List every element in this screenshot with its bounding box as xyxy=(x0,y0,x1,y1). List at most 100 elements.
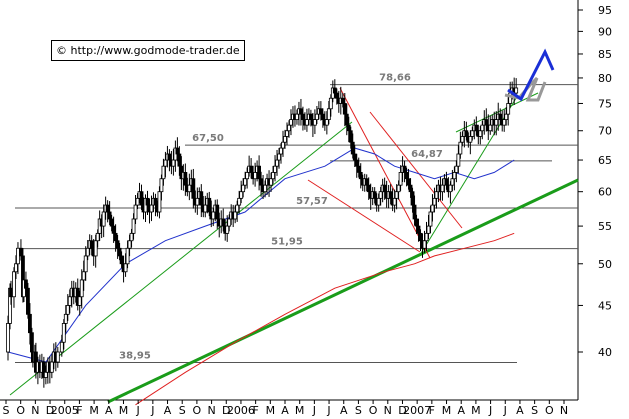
candle-body xyxy=(105,204,110,213)
candle-body xyxy=(404,171,409,180)
candle-body xyxy=(89,240,94,249)
candle-body xyxy=(211,211,216,220)
candle-body xyxy=(249,165,254,173)
y-tick-label: 40 xyxy=(598,346,612,359)
candle-body xyxy=(340,97,345,104)
candle-body xyxy=(227,218,232,227)
candle-body xyxy=(450,178,455,186)
candle-body xyxy=(207,197,212,213)
candle-body xyxy=(378,191,383,199)
x-tick-label: J xyxy=(150,404,154,417)
x-tick-label: F xyxy=(429,404,435,417)
y-tick-label: 55 xyxy=(598,220,612,233)
candle-body xyxy=(113,232,118,242)
candle-body xyxy=(305,119,309,126)
candle-body xyxy=(301,113,305,121)
candle-body xyxy=(273,165,277,173)
candle-body xyxy=(203,204,208,213)
candle-body xyxy=(245,171,250,180)
candle-body xyxy=(352,153,357,161)
candle-body xyxy=(67,296,72,306)
candle-body xyxy=(348,130,353,143)
x-tick-label: M xyxy=(471,404,481,417)
candle-body xyxy=(81,271,86,281)
upper-channel-line-2007 xyxy=(455,92,539,133)
candle-body xyxy=(332,87,337,94)
candle-body xyxy=(358,171,363,180)
candle-body xyxy=(9,287,13,298)
candle-body xyxy=(111,225,116,234)
long-term-uptrend-line xyxy=(107,178,579,404)
candle-body xyxy=(161,165,166,180)
candle-body xyxy=(328,97,333,110)
candle-body xyxy=(163,159,168,167)
y-tick-label: 60 xyxy=(598,186,612,199)
level-label: 51,95 xyxy=(271,237,303,248)
y-tick-label: 45 xyxy=(598,299,612,312)
candle-body xyxy=(79,279,84,298)
candle-body xyxy=(346,124,351,132)
candle-body xyxy=(237,197,242,206)
x-tick-label: D xyxy=(46,404,54,417)
candle-body xyxy=(324,119,329,126)
candle-body xyxy=(135,197,140,206)
candle-body xyxy=(157,191,162,213)
x-tick-label: O xyxy=(545,404,554,417)
x-tick-label: A xyxy=(457,404,465,417)
candle-body xyxy=(484,119,489,126)
candle-body xyxy=(175,147,180,155)
x-tick-label: S xyxy=(3,404,10,417)
candle-body xyxy=(406,178,411,186)
candle-body xyxy=(398,171,403,186)
projection-blue-path xyxy=(507,48,555,102)
candle-body xyxy=(289,119,293,126)
candle-body xyxy=(117,247,122,257)
candle-body xyxy=(259,178,263,186)
candle-body xyxy=(312,119,317,126)
candle-body xyxy=(85,247,90,257)
x-tick-label: A xyxy=(164,404,172,417)
level-label: 64,87 xyxy=(411,149,443,160)
candle-body xyxy=(101,211,106,227)
candle-body xyxy=(309,113,313,121)
candle-body xyxy=(283,136,287,143)
x-tick-label: M xyxy=(295,404,305,417)
y-tick-label: 85 xyxy=(598,48,612,61)
candle-body xyxy=(215,204,220,220)
candle-body xyxy=(191,178,196,199)
x-tick-label: A xyxy=(105,404,113,417)
candle-body xyxy=(63,313,68,324)
candle-body xyxy=(145,197,150,206)
x-tick-label: 2006 xyxy=(227,404,255,417)
candle-body xyxy=(392,197,397,206)
candle-body xyxy=(514,87,519,94)
x-tick-label: J xyxy=(326,404,330,417)
candle-body xyxy=(364,178,369,186)
x-tick-label: D xyxy=(222,404,230,417)
x-tick-label: F xyxy=(252,404,258,417)
y-tick-label: 90 xyxy=(598,25,612,38)
candle-body xyxy=(314,113,319,121)
candle-body xyxy=(410,191,415,206)
candle-body xyxy=(418,232,423,242)
candle-body xyxy=(281,141,285,149)
candle-body xyxy=(478,130,483,137)
candle-body xyxy=(59,341,64,353)
candle-body xyxy=(95,232,100,242)
candle-body xyxy=(504,113,509,121)
candle-body xyxy=(83,255,88,273)
candle-body xyxy=(376,197,381,206)
candle-body xyxy=(93,240,98,257)
candle-body xyxy=(434,191,439,199)
candle-body xyxy=(412,204,417,220)
candle-body xyxy=(326,108,331,121)
candle-body xyxy=(422,240,427,249)
downtrend-channel-base xyxy=(307,179,421,253)
candle-body xyxy=(432,197,437,206)
candle-body xyxy=(452,171,457,180)
candle-body xyxy=(109,218,114,227)
candle-body xyxy=(456,153,461,167)
candle-body xyxy=(416,225,421,234)
